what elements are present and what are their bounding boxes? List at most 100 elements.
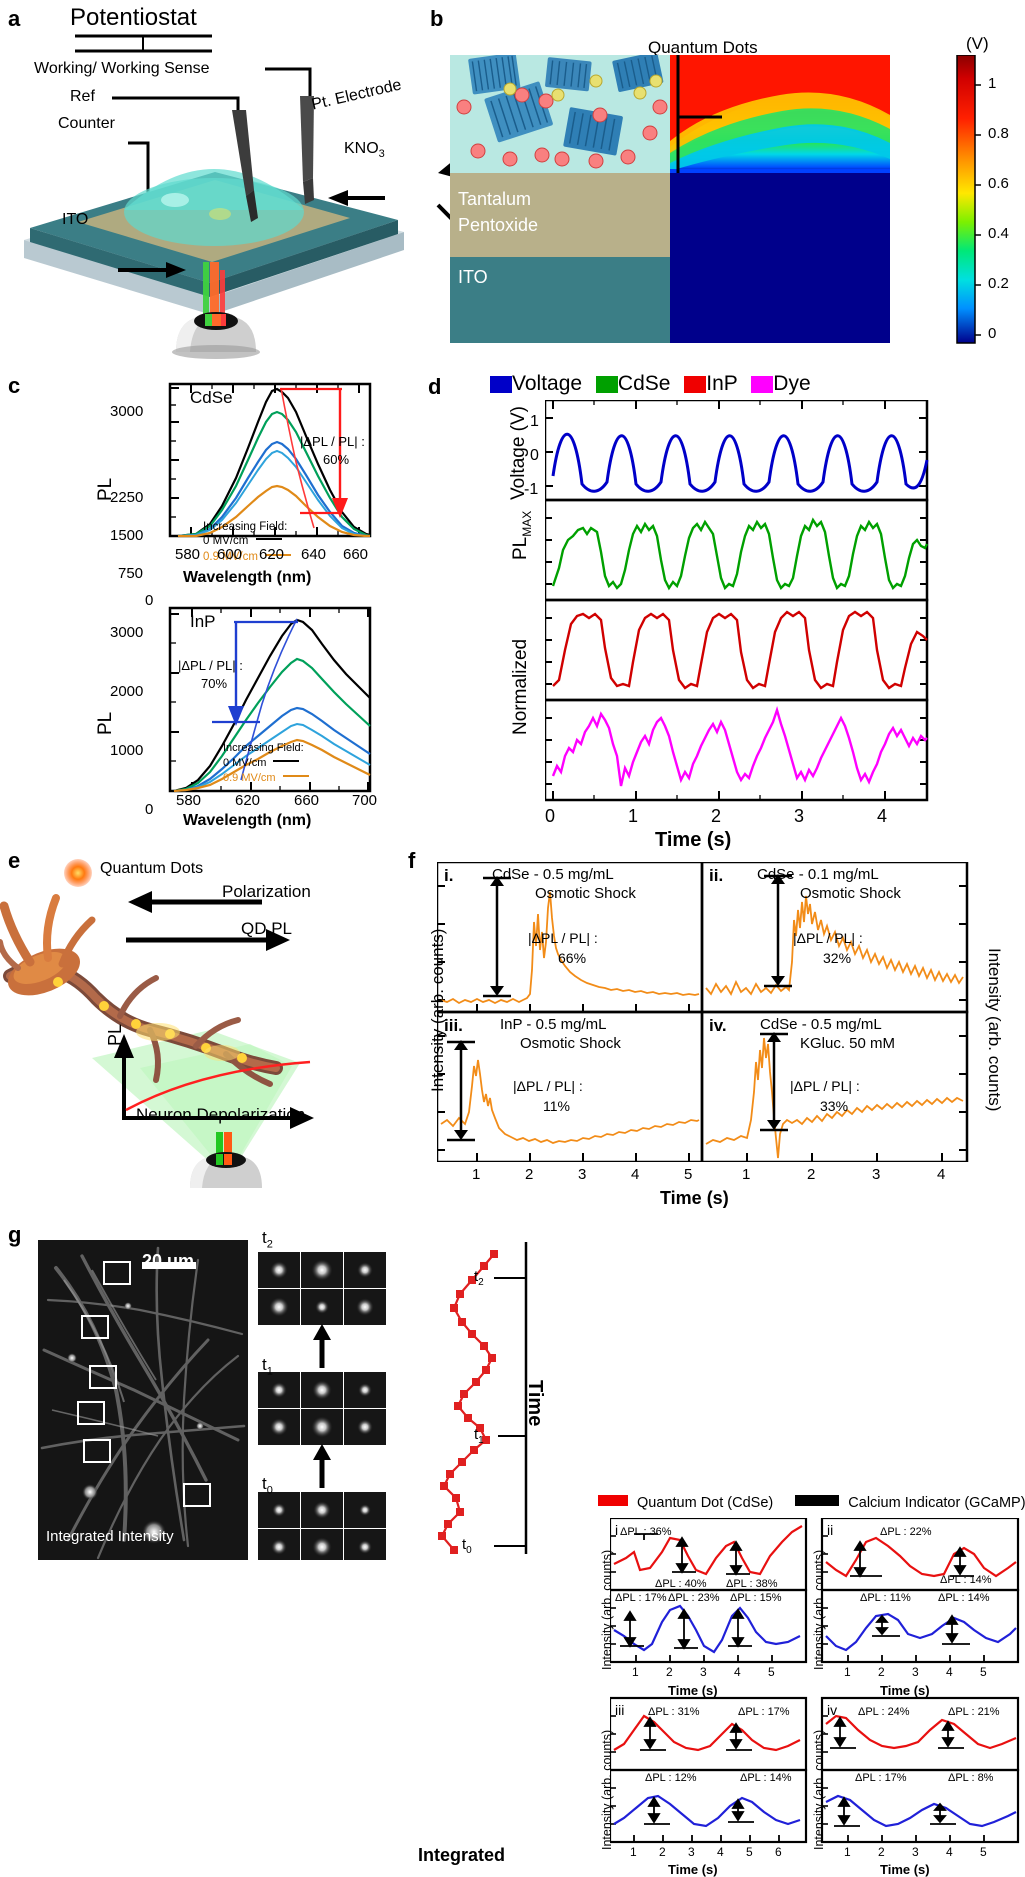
panel-b-stack: Tantalum Pentoxide ITO [450, 55, 890, 343]
panel-f-i-title2: Osmotic Shock [535, 885, 636, 902]
ito-text-b: ITO [458, 267, 488, 287]
inp-field-min-swatch [273, 760, 300, 762]
legend-label-inp: InP [706, 372, 738, 395]
legend-label-cdse: CdSe [617, 372, 671, 395]
cdse-xlabel: Wavelength (nm) [183, 569, 312, 586]
panel-g-iii-bot-ann-0: ΔPL : 12% [645, 1772, 697, 1784]
inp-ytick-1000: 1000 [110, 742, 144, 759]
panel-f-i-id: i. [444, 866, 454, 885]
panel-g-i-top-ann-1: ΔPL : 40% [655, 1578, 707, 1590]
panel-g-i-top-ann-2: ΔPL : 38% [726, 1578, 778, 1590]
panel-f-left-xtick-4: 4 [631, 1166, 640, 1183]
panel-g-ii-id: ii [827, 1522, 834, 1538]
panel-g-i-bot-ann-2: ΔPL : 15% [730, 1592, 782, 1604]
panel-f-ii-value: 32% [823, 950, 852, 966]
panel-g-i-bot-ann-1: ΔPL : 23% [668, 1592, 720, 1604]
panel-g-iv-xtick-4: 4 [946, 1845, 953, 1859]
panel-g-ylabel-left-top: Intensity (arb. counts) [600, 1549, 614, 1670]
inp-xtick-660: 660 [294, 792, 320, 809]
cdse-ytick-750: 750 [118, 565, 144, 582]
panel-g-i-xtick-4: 4 [734, 1665, 741, 1679]
panel-f-ii-title2: Osmotic Shock [800, 885, 901, 902]
panel-g-ii-xtick-3: 3 [912, 1665, 919, 1679]
inp-dpl-annotation: |ΔPL / PL| : [178, 658, 243, 673]
inp-ylabel: PL [95, 711, 116, 735]
panel-f-i-title1: CdSe - 0.5 mg/mL [492, 866, 614, 883]
panel-g-iii-xtick-2: 2 [659, 1845, 666, 1859]
panel-f-grid [437, 862, 969, 1162]
panel-c-letter: c [8, 373, 21, 398]
panel-g-ii-xtick-1: 1 [844, 1665, 851, 1679]
panel-g-iii-xlabel: Time (s) [668, 1862, 718, 1877]
panel-g-iii-top-ann-1: ΔPL : 17% [738, 1706, 790, 1718]
cdse-title: CdSe [190, 388, 233, 407]
inp-field-min-row: 0 MV/cm [223, 757, 300, 769]
panel-g-iv-bot-ann-0: ΔPL : 17% [855, 1772, 907, 1784]
inp-ytick-3000: 3000 [110, 624, 144, 641]
cdse-ytick-3000: 3000 [110, 403, 144, 420]
panel-g-ii-bot-ann-0: ΔPL : 11% [860, 1592, 911, 1604]
cdse-dpl-value: 60% [323, 452, 350, 467]
panel-f-iv-value: 33% [820, 1098, 849, 1114]
trace-time-axis-label: Time [524, 1380, 546, 1427]
panel-d-voltage-tick-0: 0 [530, 447, 539, 464]
panel-d-ylabel-normalized: Normalized [510, 638, 531, 735]
panel-a-letter: a [8, 6, 21, 31]
panel-d-voltage-tick-1: 1 [530, 413, 539, 430]
panel-f-right-xtick-4: 4 [937, 1166, 946, 1183]
inp-title: InP [190, 612, 216, 631]
panel-g-ii-xlabel: Time (s) [880, 1683, 930, 1698]
timepoint-t2-label: t2 [262, 1228, 273, 1251]
panel-f-iii-value: 11% [543, 1098, 570, 1114]
panel-g-letter: g [8, 1222, 22, 1247]
panel-f-ylabel-right: Intensity (arb. counts) [985, 948, 1004, 1112]
panel-f-left-xtick-1: 1 [472, 1166, 481, 1183]
trace-integrated-axis-label: Integrated [418, 1845, 506, 1865]
panel-f-letter: f [408, 848, 416, 873]
neuron-depolarization-label: Neuron Depolarization [136, 1105, 306, 1124]
cdse-spectrum-plot: 3000 2250 1500 750 0 PL CdSe |ΔPL / PL| … [0, 376, 420, 609]
plmax-sub: MAX [519, 510, 534, 537]
colorbar-tick-04: 0.4 [988, 225, 1009, 242]
legend-swatch-quantum-dot [598, 1495, 628, 1506]
inp-field-max-swatch [282, 775, 309, 777]
panel-g-ii-xtick-5: 5 [980, 1665, 987, 1679]
cdse-field-min-row: 0 MV/cm [203, 535, 282, 547]
inp-ytick-2000: 2000 [110, 683, 144, 700]
inp-xtick-580: 580 [176, 792, 202, 809]
panel-f-ii-annotation: |ΔPL / PL| : [793, 930, 863, 946]
inp-xlabel: Wavelength (nm) [183, 812, 312, 829]
legend-swatch-dye [751, 376, 774, 393]
panel-g-iv-id: iv [827, 1702, 838, 1718]
cdse-xtick-600: 600 [217, 546, 243, 563]
panel-d-ylabel-plmax: PLMAX [510, 511, 534, 560]
cdse-field-max: 0.9 MV/cm [203, 551, 258, 563]
pentoxide-text: Pentoxide [458, 215, 538, 235]
panel-g-iii-xtick-5: 5 [746, 1845, 753, 1859]
panel-b-letter: b [430, 6, 444, 31]
cdse-field-min: 0 MV/cm [203, 535, 249, 547]
cdse-dpl-annotation: |ΔPL / PL| : [300, 434, 365, 449]
legend-swatch-calcium [795, 1495, 840, 1506]
ito-label-a: ITO [62, 211, 89, 228]
panel-f-ylabel-left: Intensity (arb. counts) [428, 928, 447, 1092]
panel-g-iii-xtick-3: 3 [688, 1845, 695, 1859]
legend-label-quantum-dot: Quantum Dot (CdSe) [637, 1495, 774, 1511]
panel-f-iv-annotation: |ΔPL / PL| : [790, 1078, 860, 1094]
panel-g-iv-xlabel: Time (s) [880, 1862, 930, 1877]
colorbar-tick-02: 0.2 [988, 275, 1009, 292]
cdse-field-note: Increasing Field: [203, 521, 288, 533]
legend-label-voltage: Voltage [512, 372, 583, 395]
panel-d-traces [545, 400, 929, 802]
legend-swatch-cdse [595, 376, 618, 393]
cdse-ytick-1500: 1500 [110, 527, 144, 544]
panel-e-neuron-schematic [0, 859, 314, 1188]
panel-d-voltage-tick-neg1: -1 [524, 481, 539, 498]
tantalum-text: Tantalum [458, 189, 531, 209]
panel-g-iv-top-ann-0: ΔPL : 24% [858, 1706, 910, 1718]
panel-f-right-xtick-3: 3 [872, 1166, 881, 1183]
panel-g-ylabel-right-top: Intensity (arb. counts) [812, 1549, 826, 1670]
panel-f-i-annotation: |ΔPL / PL| : [528, 930, 598, 946]
panel-a-schematic [24, 34, 404, 359]
cdse-field-max-swatch [265, 554, 292, 556]
